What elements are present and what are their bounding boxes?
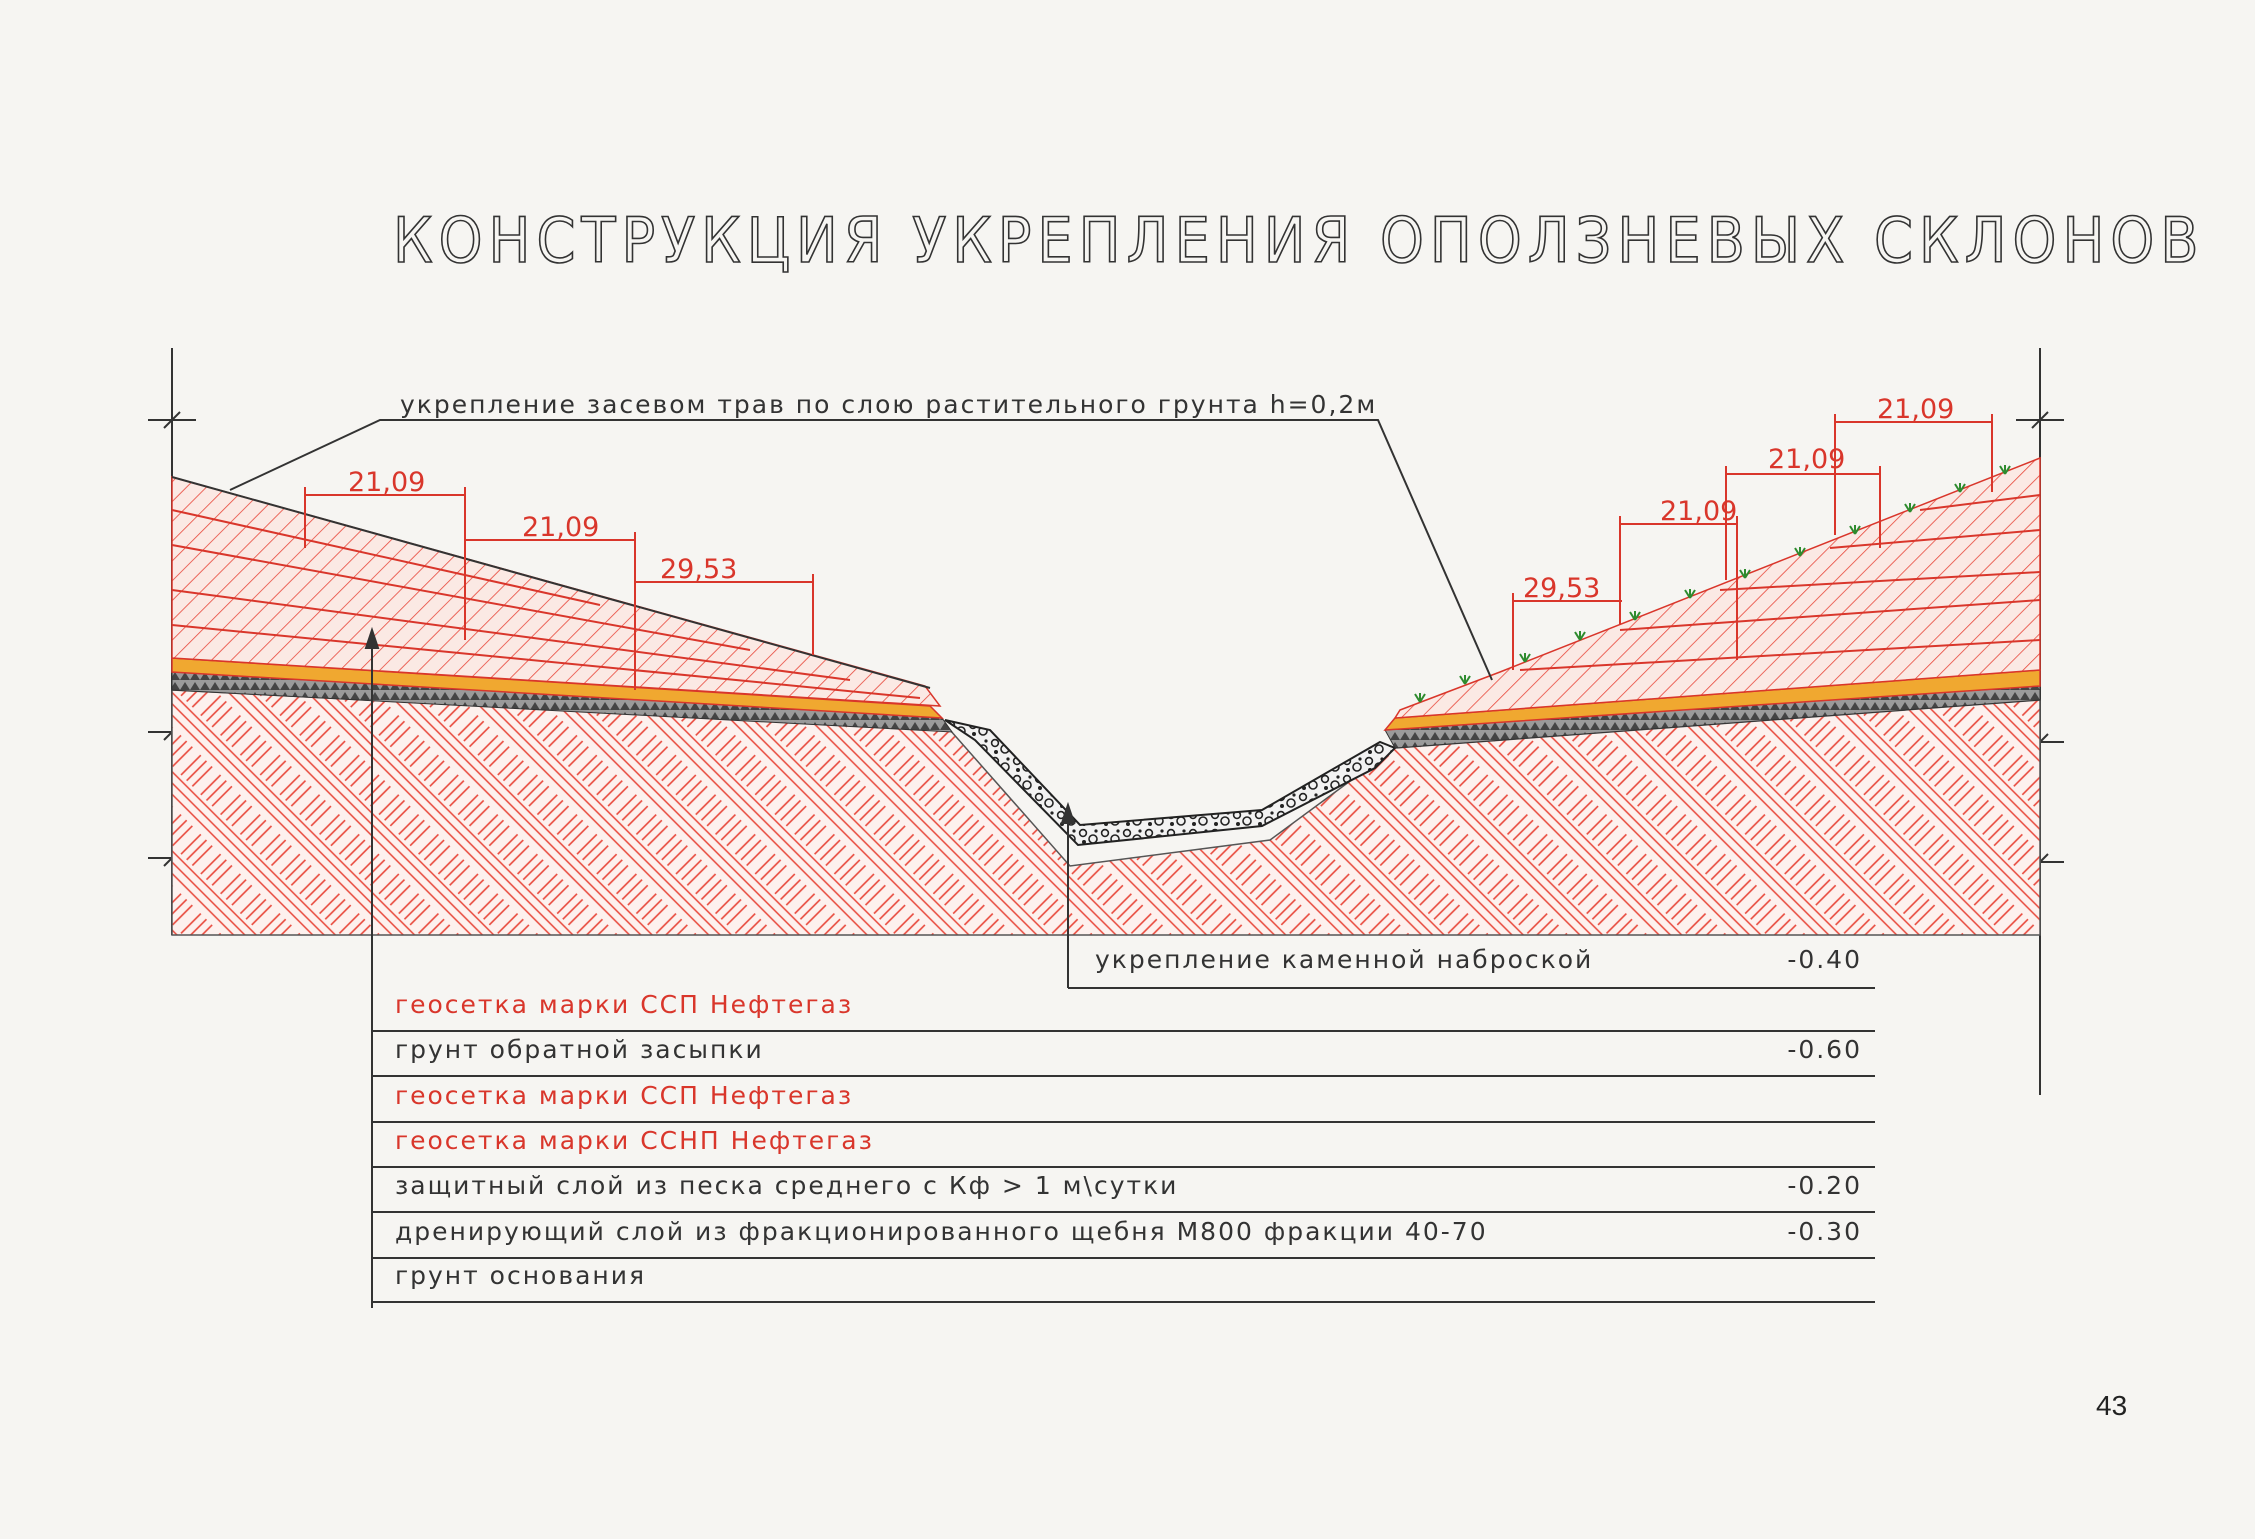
- slope-surface-left: [171, 476, 931, 689]
- legend-value-7: -0.30: [1787, 1217, 1862, 1246]
- legend-value-1: -0.40: [1787, 945, 1862, 974]
- legend-label-3: грунт обратной засыпки: [395, 1035, 764, 1064]
- dimension-lines-left: [304, 487, 814, 690]
- top-callout-leader: [229, 419, 1493, 681]
- legend-label-8: грунт основания: [395, 1261, 646, 1290]
- legend-label-2: геосетка марки ССП Нефтегаз: [395, 990, 853, 1019]
- legend-label-4: геосетка марки ССП Нефтегаз: [395, 1081, 853, 1110]
- dim-left-3: 29,53: [660, 554, 737, 585]
- dim-left-2: 21,09: [522, 512, 599, 543]
- legend-table: укрепление каменной наброской -0.40 геосет…: [372, 945, 1875, 1303]
- legend-value-3: -0.60: [1787, 1035, 1862, 1064]
- geogrid-lines-right: [1519, 494, 2041, 671]
- geogrid-lines-left: [171, 509, 921, 699]
- legend-label-5: геосетка марки ССНП Нефтегаз: [395, 1126, 874, 1155]
- legend-label-6: защитный слой из песка среднего с Кф > 1…: [395, 1171, 1178, 1200]
- dim-right-2: 21,09: [1768, 444, 1845, 475]
- legend-leaders: [364, 626, 1875, 1308]
- grass-marks: [1414, 465, 2011, 703]
- base-soil: [171, 689, 2041, 936]
- dimension-lines-right: [1512, 414, 1993, 670]
- top-callout-text: укрепление засевом трав по слою растител…: [400, 390, 1377, 419]
- drawing-title: КОНСТРУКЦИЯ УКРЕПЛЕНИЯ ОПОЛЗНЕВЫХ СКЛОНО…: [393, 204, 2205, 277]
- legend-label-1: укрепление каменной наброской: [1095, 945, 1593, 974]
- dim-left-1: 21,09: [348, 467, 425, 498]
- legend-label-7: дренирующий слой из фракционированного щ…: [395, 1217, 1488, 1246]
- backfill-right: [1393, 456, 2041, 719]
- legend-value-6: -0.20: [1787, 1171, 1862, 1200]
- dim-right-1: 21,09: [1877, 394, 1954, 425]
- dim-right-3: 21,09: [1660, 496, 1737, 527]
- dim-right-4: 29,53: [1523, 573, 1600, 604]
- page-number: 43: [2096, 1390, 2127, 1421]
